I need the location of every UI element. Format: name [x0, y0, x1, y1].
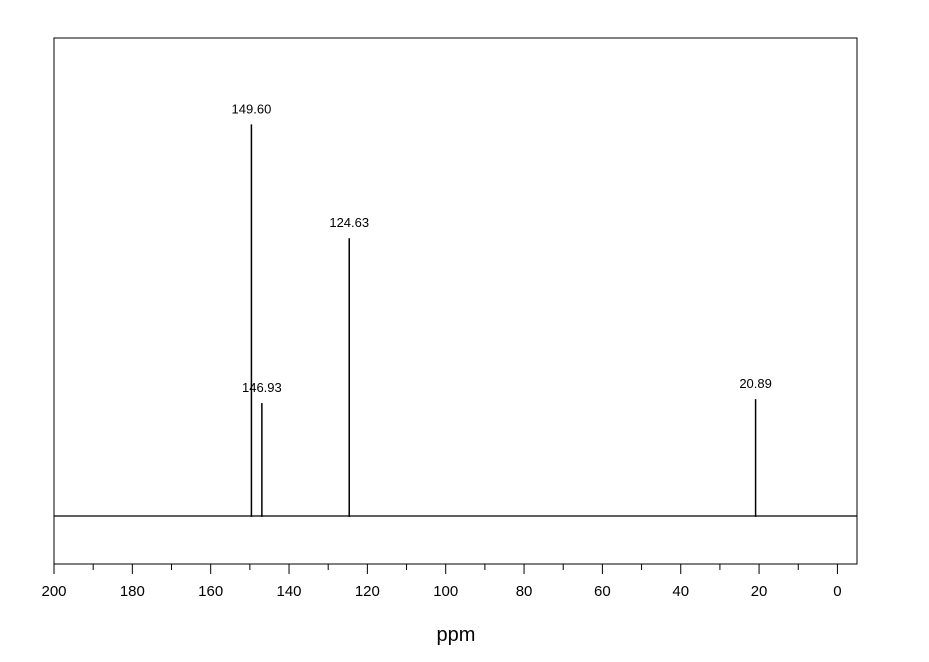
peak-label: 124.63 [329, 215, 369, 230]
peak-label: 20.89 [739, 376, 772, 391]
x-tick-label: 60 [594, 583, 611, 600]
x-tick-label: 200 [41, 583, 66, 600]
plot-frame [53, 37, 858, 565]
x-tick-label: 20 [751, 583, 768, 600]
peak-label: 146.93 [242, 380, 282, 395]
x-tick-label: 100 [433, 583, 458, 600]
peaks-layer: 149.60 146.93 124.63 20.89 [232, 101, 772, 517]
x-tick-label: 0 [833, 583, 841, 600]
x-axis-ticks: 200 180 160 140 120 100 80 60 40 20 0 [41, 564, 842, 600]
x-tick-label: 40 [672, 583, 689, 600]
x-tick-label: 140 [277, 583, 302, 600]
peak-label: 149.60 [232, 101, 272, 116]
x-tick-label: 80 [516, 583, 533, 600]
x-axis-title: ppm [437, 624, 476, 646]
x-tick-label: 180 [120, 583, 145, 600]
x-tick-label: 120 [355, 583, 380, 600]
x-tick-label: 160 [198, 583, 223, 600]
